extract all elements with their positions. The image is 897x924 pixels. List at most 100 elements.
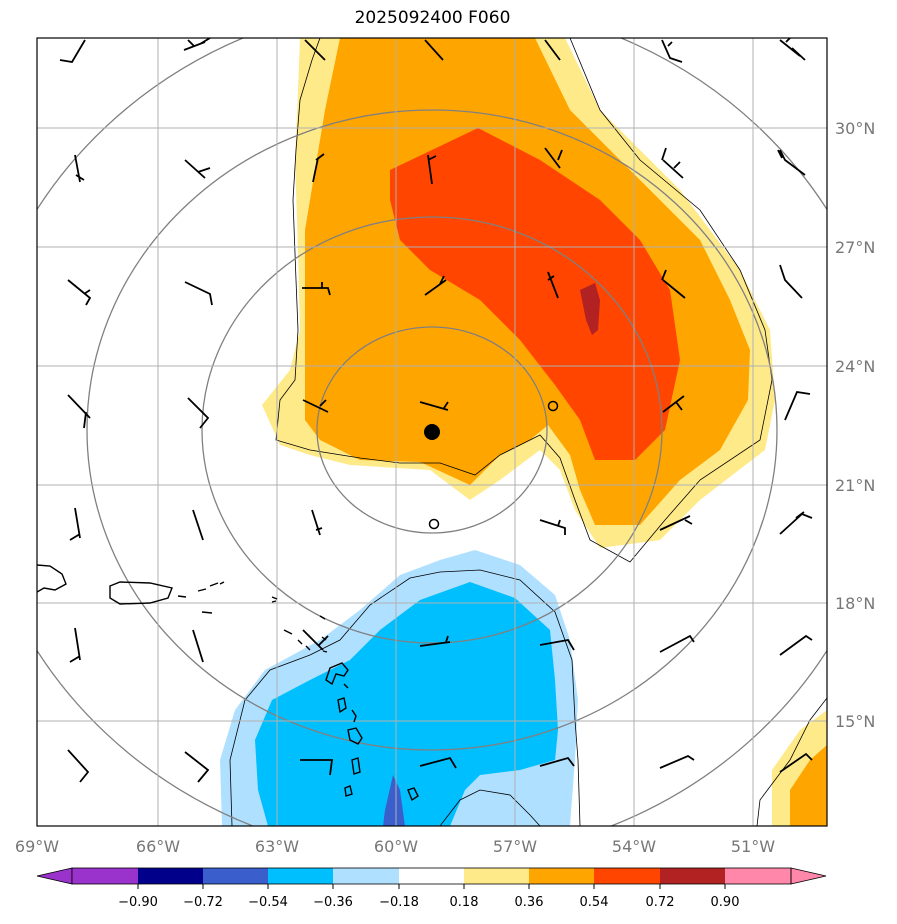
colorbar-tick-label: −0.90 [118, 895, 158, 910]
wind-barb-icon [779, 511, 813, 535]
lon-tick-labels: 69°W 66°W 63°W 60°W 57°W 54°W 51°W [15, 837, 775, 856]
anguilla-coast [201, 611, 213, 614]
wind-barb-icon [779, 264, 803, 299]
lon-tick: 63°W [255, 837, 299, 856]
wind-barb-icon [544, 39, 561, 61]
lat-tick: 27°N [835, 238, 875, 257]
wind-barb-icon [67, 749, 90, 783]
colorbar-frame [71, 867, 792, 885]
wind-barb-icon [659, 515, 693, 531]
colorbar-bin [529, 868, 594, 884]
wind-barb-icon [302, 629, 329, 651]
lat-tick: 18°N [835, 594, 875, 613]
colorbar-bin [138, 868, 203, 884]
wind-barb-icon [184, 281, 213, 306]
colorbar-bin [333, 868, 399, 884]
lat-tick: 24°N [835, 357, 875, 376]
wind-barbs [59, 38, 813, 783]
coastlines [37, 564, 419, 802]
positive-anomaly-0.72 [580, 283, 600, 335]
wind-barb-icon [777, 149, 806, 176]
colorbar-bin [660, 868, 725, 884]
storm-center-marker [424, 424, 440, 440]
colorbar-tick-label: 0.36 [515, 895, 544, 910]
wind-barb-icon [419, 401, 449, 411]
map-area [37, 38, 827, 826]
small-circle-marker [547, 400, 559, 412]
wind-barb-icon [427, 154, 437, 185]
barbados-coast [351, 757, 361, 775]
hispaniola-coast [37, 564, 67, 593]
wind-barb-icon [424, 275, 447, 296]
wind-barb-icon [304, 39, 326, 61]
wind-barb-icon [539, 519, 566, 535]
lat-tick: 30°N [835, 119, 875, 138]
map-frame [36, 37, 828, 827]
colorbar-tick-label: −0.54 [248, 895, 288, 910]
wind-barb-icon [300, 759, 334, 776]
wind-barb-icon [74, 154, 85, 183]
contour-lines [229, 38, 827, 826]
colorbar-tick-label: 0.90 [711, 895, 740, 910]
colorbar: −0.90 −0.72 −0.54 −0.36 −0.18 0.18 0.36 … [36, 867, 827, 910]
colorbar-tick-label: −0.18 [379, 895, 419, 910]
small-circle-marker [428, 518, 440, 530]
st-vincent-coast [347, 727, 363, 745]
colorbar-bin [72, 868, 138, 884]
colorbar-bin [725, 868, 791, 884]
lon-tick: 60°W [374, 837, 418, 856]
wind-barb-icon [784, 391, 811, 421]
colorbar-tick-label: −0.36 [313, 895, 353, 910]
wind-barb-icon [184, 751, 210, 783]
colorbar-tick-label: −0.72 [183, 895, 223, 910]
wind-barb-icon [661, 147, 684, 179]
colorbar-tick-label: 0.18 [450, 895, 479, 910]
wind-barb-icon [547, 271, 559, 299]
wind-barb-icon [419, 635, 451, 647]
colorbar-under-triangle [36, 867, 73, 885]
wind-barb-icon [312, 153, 325, 183]
wind-barb-icon [424, 39, 444, 61]
lon-tick: 54°W [612, 837, 656, 856]
wind-barb-icon [302, 282, 331, 296]
wind-barb-icon [659, 754, 695, 769]
puerto-rico-coast [109, 581, 173, 605]
wind-barb-icon [59, 39, 86, 63]
colorbar-bin [464, 868, 529, 884]
negative-anomaly-0.54 [383, 775, 405, 826]
lat-tick: 15°N [835, 712, 875, 731]
range-rings [37, 38, 827, 826]
st-lucia-coast [351, 709, 357, 723]
lon-tick: 69°W [15, 837, 59, 856]
wind-barb-icon [183, 38, 211, 51]
lon-tick: 57°W [493, 837, 537, 856]
wind-barb-icon [184, 159, 211, 179]
martinique-coast [337, 697, 347, 714]
colorbar-ticks [137, 884, 726, 889]
wind-barb-icon [187, 397, 210, 429]
wind-barb-icon [661, 269, 686, 299]
colorbar-bin [594, 868, 660, 884]
trinidad-tobago-coast [407, 787, 419, 802]
lon-tick: 66°W [136, 837, 180, 856]
wind-barb-icon [661, 39, 683, 63]
wind-barb-icon [192, 509, 204, 541]
lat-tick: 21°N [835, 476, 875, 495]
wind-barb-icon [69, 507, 81, 541]
guadeloupe-coast [325, 662, 349, 686]
wind-barb-icon [539, 639, 575, 651]
map-title: 2025092400 F060 [354, 8, 511, 28]
wind-barb-icon [662, 395, 685, 413]
leeward-islands-coast [271, 596, 328, 653]
colorbar-tick-label: 0.72 [646, 895, 675, 910]
wind-barb-icon [67, 394, 91, 429]
wind-barb-icon [69, 627, 81, 663]
colorbar-bin [268, 868, 333, 884]
wind-barb-icon [67, 279, 92, 306]
wind-barb-icon [539, 756, 575, 767]
grenadines-coast [344, 785, 353, 797]
wind-barb-icon [659, 634, 695, 653]
colorbar-bin [399, 868, 464, 884]
lat-tick-labels: 30°N 27°N 24°N 21°N 18°N 15°N [835, 119, 875, 731]
